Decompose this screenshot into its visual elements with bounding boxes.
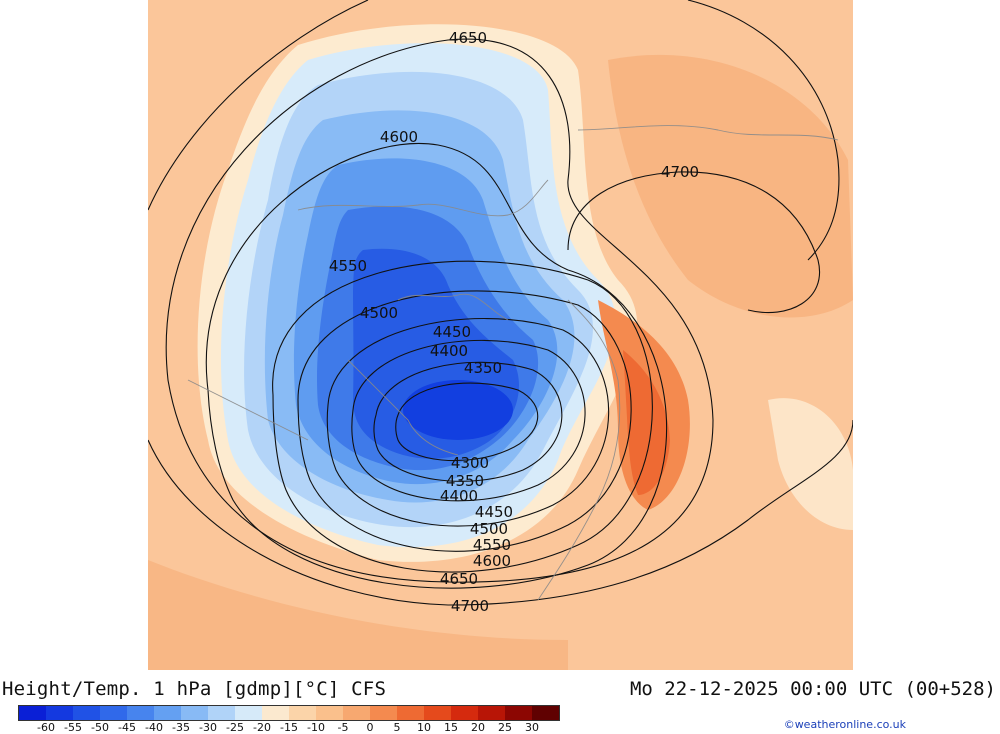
- colorbar-tick-label: -15: [280, 721, 298, 734]
- coastline: [577, 125, 839, 141]
- weather-map: 4650 4600 4550 4500 4450 4400 4350 4300 …: [148, 0, 853, 670]
- coastline: [347, 359, 459, 456]
- colorbar-swatch: [451, 706, 478, 720]
- coastline: [397, 293, 509, 321]
- contour-4700-southwest: [148, 419, 853, 606]
- contour-4550: [272, 260, 653, 573]
- colorbar-tick-label: -10: [307, 721, 325, 734]
- colorbar-swatch: [505, 706, 532, 720]
- credit-link[interactable]: ©weatheronline.co.uk: [783, 718, 906, 731]
- warm-patch: [608, 54, 853, 318]
- contour-label: 4550: [473, 536, 511, 554]
- contour-label: 4500: [360, 304, 398, 322]
- colorbar-tick-label: 30: [525, 721, 539, 734]
- warm-patch: [148, 560, 568, 670]
- contour-4500: [297, 290, 632, 552]
- colorbar-swatch: [478, 706, 505, 720]
- colorbar-swatch: [208, 706, 235, 720]
- colorbar-ticks: -60 -55 -50 -45 -40 -35 -30 -25 -20 -15 -10 -5 0 5 10 1…: [18, 721, 578, 734]
- valid-time: Mo 22-12-2025 00:00 UTC (00+528): [629, 678, 996, 700]
- contour-4700-west: [148, 0, 369, 211]
- colorbar-tick-label: 0: [366, 721, 374, 734]
- colorbar-tick-label: 15: [444, 721, 458, 734]
- colorbar-swatch: [73, 706, 100, 720]
- contour-label: 4650: [440, 570, 478, 588]
- contour-label: 4600: [380, 128, 418, 146]
- colorbar-swatch: [343, 706, 370, 720]
- colorbar-swatch: [532, 706, 559, 720]
- colorbar-tick-label: -35: [172, 721, 190, 734]
- warm-anomaly: [623, 350, 670, 495]
- contour-4700-east: [687, 0, 840, 261]
- contour-4300: [395, 382, 539, 462]
- contour-label: 4500: [470, 520, 508, 538]
- contour-label: 4600: [473, 552, 511, 570]
- colorbar-tick-label: -30: [199, 721, 217, 734]
- colorbar-tick-label: -40: [145, 721, 163, 734]
- contour-4450: [326, 318, 610, 527]
- colorbar-tick-label: -20: [253, 721, 271, 734]
- colorbar-swatch: [235, 706, 262, 720]
- colorbar-swatch: [289, 706, 316, 720]
- colorbar-tick-label: -55: [64, 721, 82, 734]
- colorbar-swatch: [19, 706, 46, 720]
- colorbar-swatch: [262, 706, 289, 720]
- colorbar-swatch: [154, 706, 181, 720]
- colorbar-tick-label: 5: [393, 721, 401, 734]
- contour-label: 4350: [446, 472, 484, 490]
- contour-label: 4700: [661, 163, 699, 181]
- contour-label: 4650: [449, 29, 487, 47]
- contour-label: 4400: [440, 487, 478, 505]
- map-title: Height/Temp. 1 hPa [gdmp][°C] CFS: [2, 678, 387, 700]
- colorbar-swatch: [397, 706, 424, 720]
- contour-label: 4450: [433, 323, 471, 341]
- contour-label: 4700: [451, 597, 489, 615]
- colorbar-swatch: [316, 706, 343, 720]
- colorbar-tick-label: -60: [37, 721, 55, 734]
- contour-4700-north: [567, 171, 821, 314]
- colorbar-tick-label: -45: [118, 721, 136, 734]
- colorbar-tick-label: 25: [498, 721, 512, 734]
- contour-4400: [351, 339, 586, 502]
- contour-label: 4400: [430, 342, 468, 360]
- colorbar-tick-label: -5: [337, 721, 349, 734]
- contour-4350: [373, 361, 563, 482]
- colorbar-tick-label: 10: [417, 721, 431, 734]
- colorbar-tick-label: -25: [226, 721, 244, 734]
- contour-4650: [165, 38, 714, 583]
- contour-label: 4300: [451, 454, 489, 472]
- colorbar-swatch: [46, 706, 73, 720]
- coastline: [297, 179, 549, 217]
- colorbar-swatch: [127, 706, 154, 720]
- colorbar: [18, 705, 560, 721]
- colorbar-swatch: [181, 706, 208, 720]
- colorbar-swatch: [370, 706, 397, 720]
- coastline: [187, 379, 309, 441]
- contour-label: 4450: [475, 503, 513, 521]
- light-patch: [768, 398, 853, 530]
- coastline: [537, 299, 621, 601]
- colorbar-swatch: [424, 706, 451, 720]
- cold-core: [403, 380, 513, 440]
- contour-label: 4550: [329, 257, 367, 275]
- colorbar-tick-label: -50: [91, 721, 109, 734]
- colorbar-swatch: [100, 706, 127, 720]
- contour-label: 4350: [464, 359, 502, 377]
- colorbar-tick-label: 20: [471, 721, 485, 734]
